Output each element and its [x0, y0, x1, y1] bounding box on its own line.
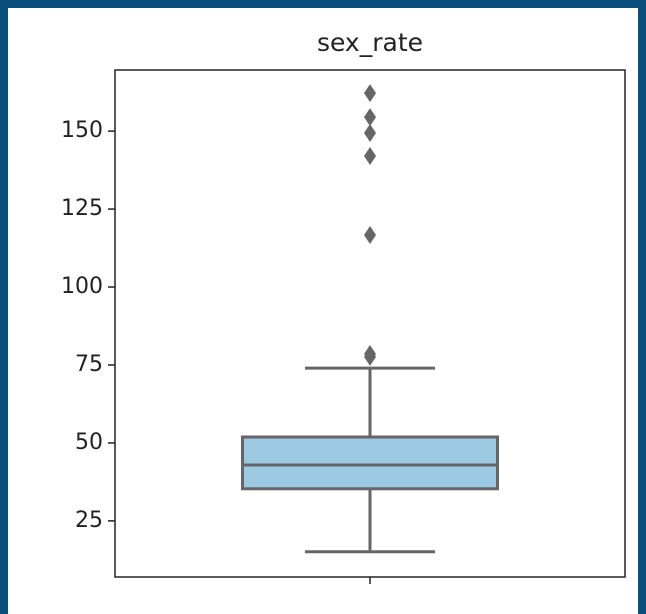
y-tick-label: 25	[75, 508, 103, 533]
chart: sex_rate 25 50 75 100 125 150	[8, 8, 638, 614]
outlier	[364, 225, 376, 244]
outlier	[364, 123, 376, 142]
outlier	[364, 147, 376, 166]
y-tick-label: 125	[61, 196, 103, 221]
outlier	[364, 108, 376, 127]
y-tick-label: 50	[75, 430, 103, 455]
outlier	[364, 84, 376, 103]
y-tick-label: 150	[61, 118, 103, 143]
y-tick-label: 75	[75, 352, 103, 377]
y-tick-label: 100	[61, 274, 103, 299]
outlier	[364, 345, 376, 364]
box	[241, 435, 499, 491]
chart-title: sex_rate	[317, 28, 423, 57]
